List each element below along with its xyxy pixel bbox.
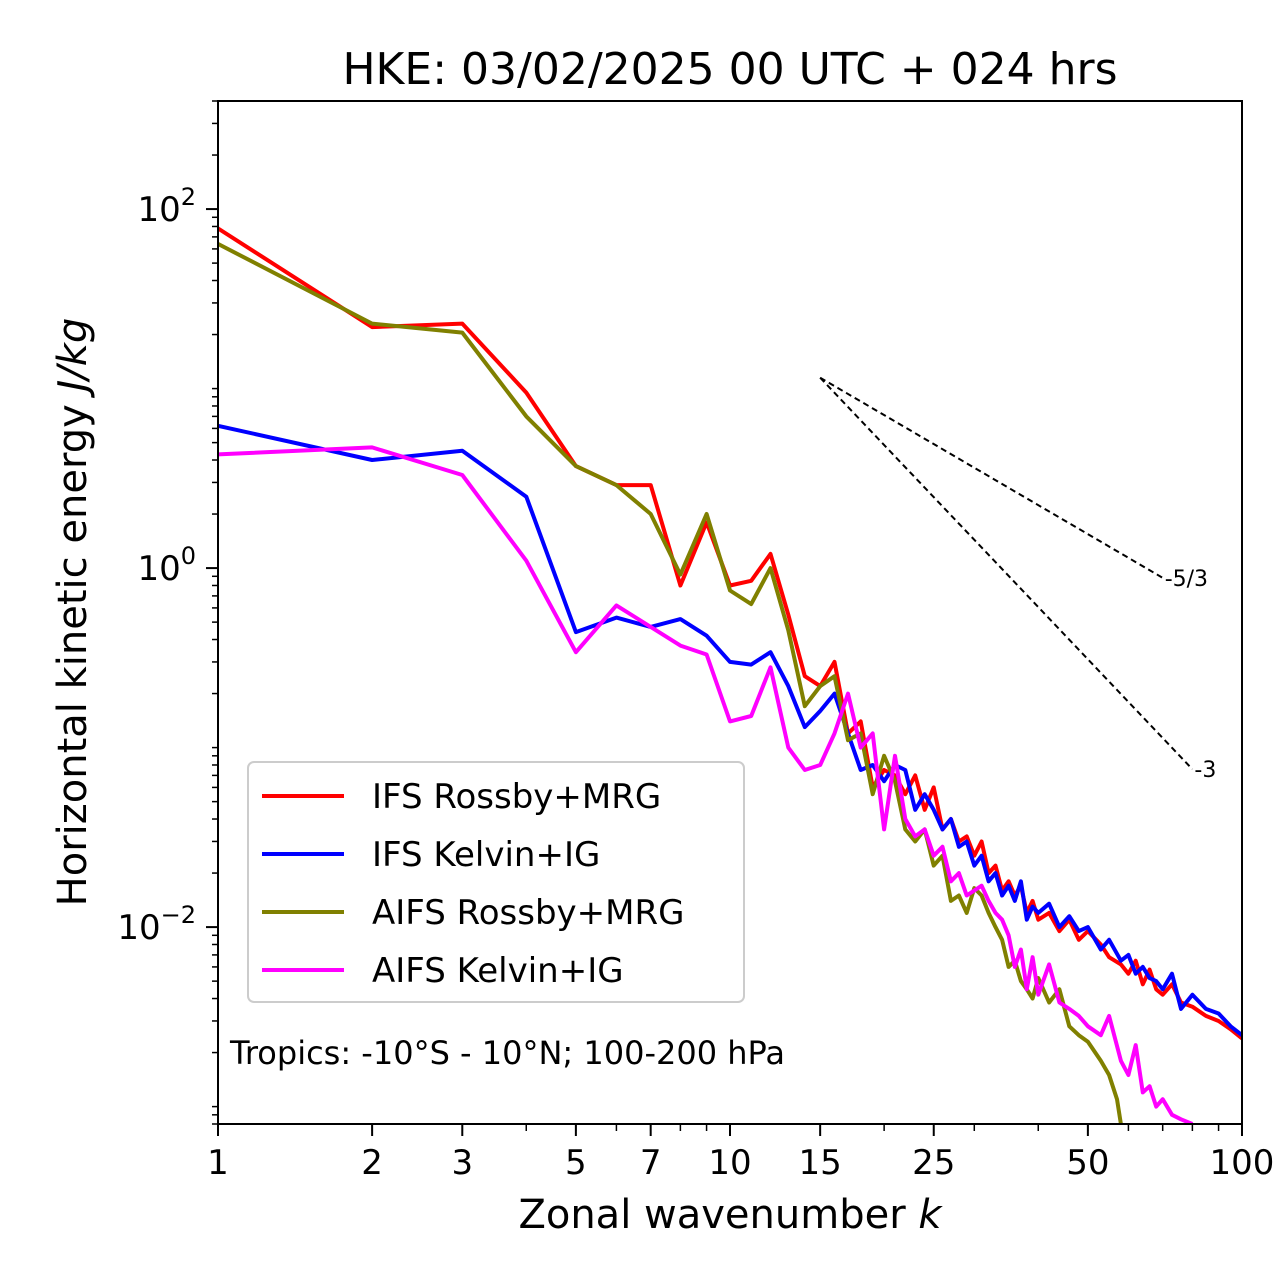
chart-title: HKE: 03/02/2025 00 UTC + 024 hrs xyxy=(342,44,1117,95)
series-line-aifs-rossby-mrg xyxy=(218,242,1123,1124)
series-layer xyxy=(218,226,1242,1124)
series-line-ifs-kelvin-ig xyxy=(218,423,1242,1037)
x-tick-label: 3 xyxy=(451,1143,473,1183)
reference-slope-layer: -5/3 -3 xyxy=(819,376,1216,783)
x-tick-label: 100 xyxy=(1210,1143,1275,1183)
reference-slope-label: -3 xyxy=(1194,758,1216,783)
series-line-ifs-rossby-mrg xyxy=(218,226,1242,1040)
y-tick-label: 100 xyxy=(137,542,196,589)
y-tick-label: 10−2 xyxy=(117,901,196,948)
legend: IFS Rossby+MRG IFS Kelvin+IG AIFS Rossby+M… xyxy=(247,761,745,1003)
x-tick-label: 2 xyxy=(361,1143,383,1183)
x-tick-label: 5 xyxy=(565,1143,587,1183)
x-tick-label: 7 xyxy=(640,1143,662,1183)
y-axis-label: Horizontal kinetic energy J/kg xyxy=(50,318,96,907)
axes-layer: 1 2 3 5 7 10 15 25 50 100 102 100 10−2 xyxy=(117,100,1275,1183)
x-tick-label: 25 xyxy=(912,1143,955,1183)
y-tick-label: 102 xyxy=(137,183,196,230)
x-tick-label: 15 xyxy=(799,1143,842,1183)
x-tick-label: 10 xyxy=(708,1143,751,1183)
legend-label: IFS Kelvin+IG xyxy=(372,835,600,875)
reference-slope-line xyxy=(819,376,1164,579)
reference-slope-line xyxy=(819,376,1194,770)
reference-slope-label: -5/3 xyxy=(1165,567,1208,592)
region-annotation: Tropics: -10°S - 10°N; 100-200 hPa xyxy=(229,1034,785,1072)
x-axis-label: Zonal wavenumber k xyxy=(518,1192,943,1238)
x-tick-label: 50 xyxy=(1066,1143,1109,1183)
series-line-aifs-kelvin-ig xyxy=(218,445,1194,1124)
legend-frame xyxy=(247,761,745,1003)
legend-label: AIFS Kelvin+IG xyxy=(372,951,624,991)
x-tick-label: 1 xyxy=(207,1143,229,1183)
legend-label: AIFS Rossby+MRG xyxy=(372,893,684,933)
legend-label: IFS Rossby+MRG xyxy=(372,777,661,817)
